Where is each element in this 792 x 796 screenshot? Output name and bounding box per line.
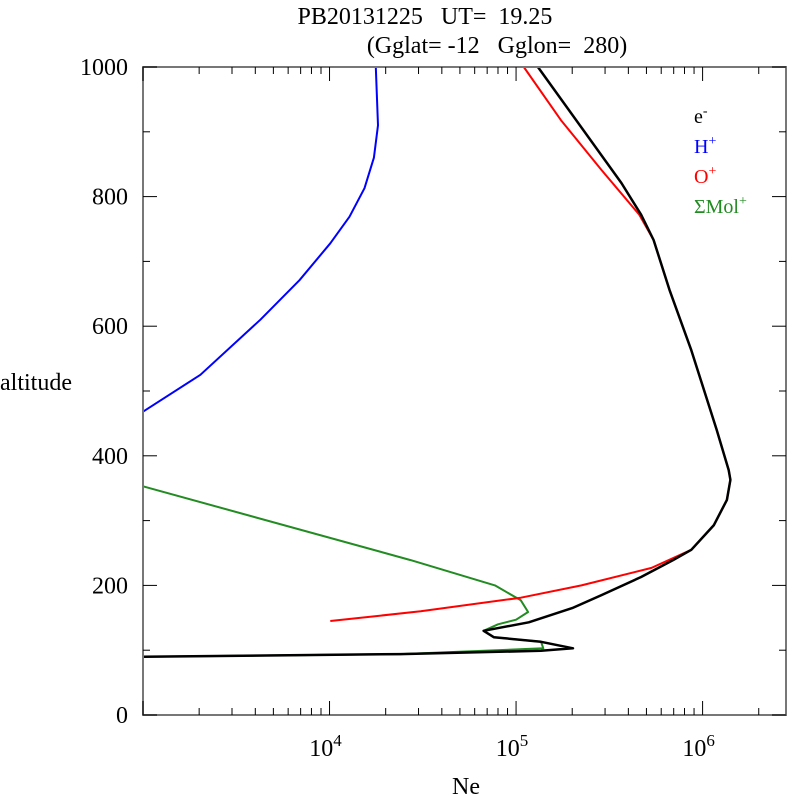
chart-title: PB20131225 UT= 19.25 bbox=[298, 4, 553, 30]
y-tick-label: 400 bbox=[92, 444, 128, 470]
series-line-0 bbox=[142, 66, 732, 658]
y-tick-label: 1000 bbox=[80, 55, 128, 81]
x-tick-labels: 104 105 106 bbox=[309, 731, 715, 762]
legend: e- H+ O+ ΣMol+ bbox=[694, 104, 747, 218]
legend-entry: ΣMol+ bbox=[694, 194, 747, 218]
x-axis-label: Ne bbox=[452, 774, 480, 796]
series-line-2 bbox=[330, 66, 732, 622]
x-tick-label: 106 bbox=[682, 731, 715, 762]
chart-subtitle: (Gglat= -12 Gglon= 280) bbox=[367, 33, 627, 59]
y-tick-label: 200 bbox=[92, 573, 128, 599]
y-tick-label: 600 bbox=[92, 314, 128, 340]
ticks-layer bbox=[142, 66, 786, 716]
series-layer bbox=[142, 66, 732, 658]
y-tick-label: 800 bbox=[92, 185, 128, 211]
y-axis-label: altitude bbox=[0, 370, 72, 396]
x-tick-label: 105 bbox=[496, 731, 529, 762]
y-tick-labels: 0 200 400 600 800 1000 bbox=[80, 55, 128, 729]
legend-entry: H+ bbox=[694, 134, 716, 158]
legend-entry: e- bbox=[694, 104, 708, 128]
y-tick-label: 0 bbox=[116, 703, 128, 729]
legend-entry: O+ bbox=[694, 164, 716, 188]
series-line-1 bbox=[142, 66, 379, 413]
series-line-3 bbox=[142, 485, 545, 658]
x-tick-label: 104 bbox=[309, 731, 342, 762]
plot-frame bbox=[142, 66, 787, 716]
